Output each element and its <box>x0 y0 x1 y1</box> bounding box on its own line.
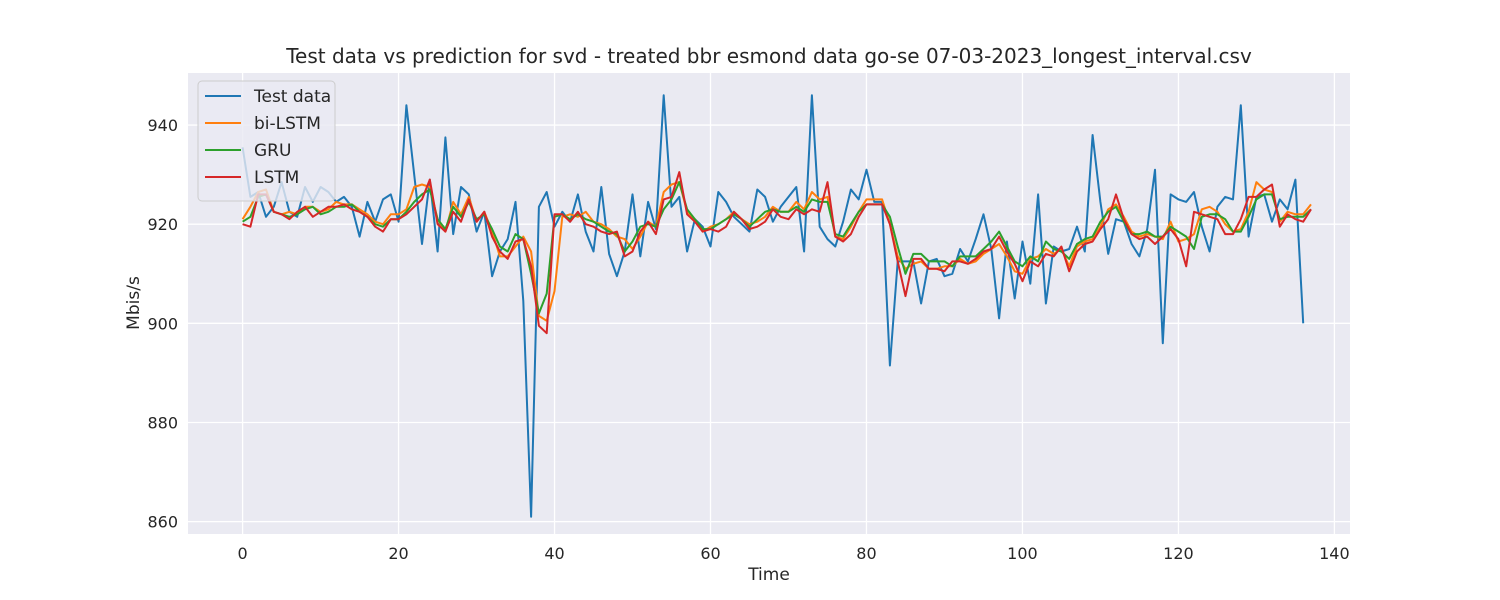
y-axis-label: Mbis/s <box>124 276 144 330</box>
grid <box>188 73 1350 534</box>
legend-label: GRU <box>254 141 291 161</box>
series-line-bi-lstm <box>241 181 1312 322</box>
legend-label: LSTM <box>254 168 299 188</box>
y-tick-label: 920 <box>147 215 178 234</box>
x-tick-label: 140 <box>1319 544 1350 563</box>
series-line-lstm <box>242 171 1312 335</box>
x-tick-label: 100 <box>1007 544 1038 563</box>
y-tick-label: 900 <box>147 314 178 333</box>
x-tick-label: 40 <box>544 544 564 563</box>
legend-box <box>197 80 336 202</box>
y-tick-label: 880 <box>147 413 178 432</box>
x-axis-ticks: 0 20 40 60 80 100 120 140 <box>237 544 1349 563</box>
y-axis-ticks: 860 880 900 920 940 <box>147 116 178 532</box>
series-line-test-data <box>241 94 1305 518</box>
legend-label: bi-LSTM <box>254 114 321 134</box>
legend: Test data bi-LSTM GRU LSTM <box>197 80 336 202</box>
series-layer <box>241 94 1312 518</box>
x-tick-label: 80 <box>856 544 876 563</box>
x-tick-label: 120 <box>1163 544 1194 563</box>
x-tick-label: 20 <box>388 544 408 563</box>
x-tick-label: 60 <box>700 544 720 563</box>
y-tick-label: 940 <box>147 116 178 135</box>
y-tick-label: 860 <box>147 513 178 532</box>
x-axis-label: Time <box>747 565 790 585</box>
x-tick-label: 0 <box>237 544 247 563</box>
chart-title: Test data vs prediction for svd - treate… <box>285 44 1252 68</box>
plot-area <box>188 73 1350 534</box>
legend-label: Test data <box>253 87 331 107</box>
